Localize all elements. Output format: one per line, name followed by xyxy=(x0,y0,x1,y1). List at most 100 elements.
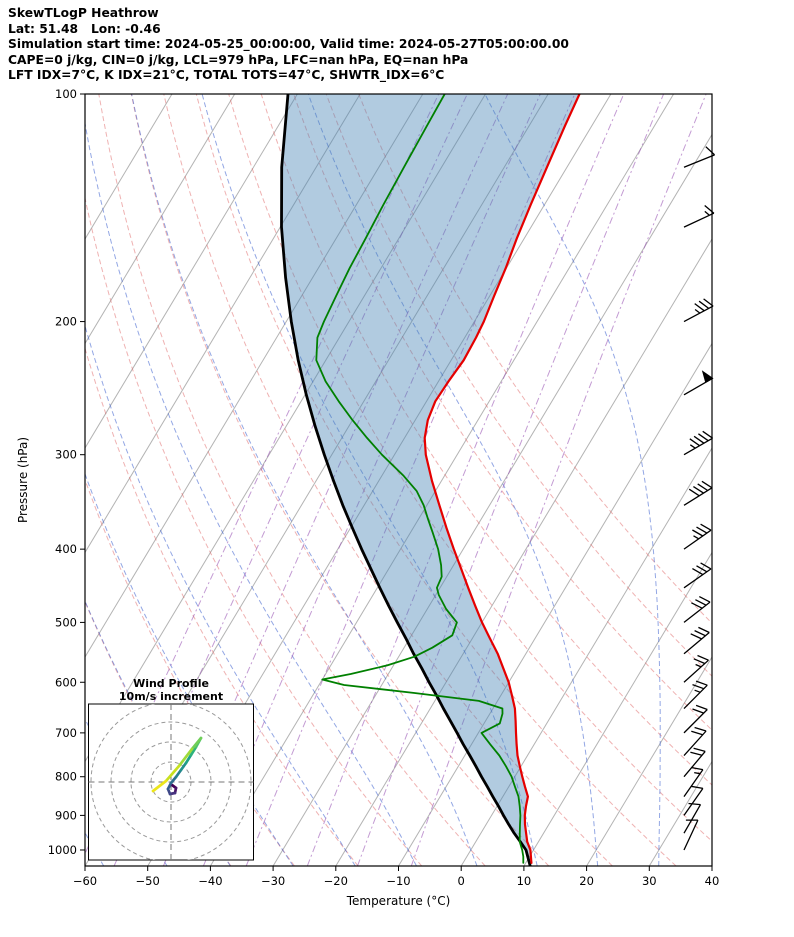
y-tick-label: 400 xyxy=(55,542,77,556)
barb-shaft xyxy=(683,523,712,550)
x-tick-label: −40 xyxy=(198,874,222,888)
hodograph-trace-segment xyxy=(190,736,203,751)
moist-adiabat-line xyxy=(131,94,478,866)
mixing-ratio-line xyxy=(306,94,625,866)
dry-adiabat-line xyxy=(293,94,712,731)
header-cape-cin: CAPE=0 j/kg, CIN=0 j/kg, LCL=979 hPa, LF… xyxy=(8,52,469,67)
barb-shaft xyxy=(683,430,713,456)
header-indices: LFT IDX=7°C, K IDX=21°C, TOTAL TOTS=47°C… xyxy=(8,68,445,83)
wind-barb xyxy=(683,726,707,756)
barb-shaft xyxy=(683,654,709,683)
y-tick-label: 100 xyxy=(55,87,77,101)
barb-shaft xyxy=(683,680,708,710)
isotherm-line xyxy=(85,94,298,449)
wind-barb xyxy=(683,704,708,734)
isotherm-line xyxy=(85,94,236,345)
wind-barb xyxy=(683,523,712,550)
isotherm-line xyxy=(586,656,712,866)
barb-shaft xyxy=(683,626,710,655)
wind-barb xyxy=(683,819,699,851)
y-tick-label: 900 xyxy=(55,808,77,822)
wind-barbs xyxy=(683,146,716,851)
y-tick-label: 700 xyxy=(55,726,77,740)
y-tick-label: 300 xyxy=(55,448,77,462)
dry-adiabat-line xyxy=(163,94,613,866)
x-tick-label: 10 xyxy=(517,874,532,888)
y-tick-label: 600 xyxy=(55,675,77,689)
moist-adiabat-line xyxy=(85,120,417,866)
barb-shaft xyxy=(683,819,699,851)
isotherm-line xyxy=(460,447,712,866)
isotherm-line xyxy=(711,865,712,866)
x-tick-label: −50 xyxy=(136,874,160,888)
barb-pennant xyxy=(701,370,714,384)
barb-shaft xyxy=(683,704,708,734)
wind-barb xyxy=(683,785,704,816)
moist-adiabat-line xyxy=(201,94,538,866)
wind-barb xyxy=(683,654,709,683)
y-tick-label: 1000 xyxy=(48,843,77,857)
isotherm-line xyxy=(85,94,424,658)
barb-shaft xyxy=(683,802,702,834)
x-tick-label: −20 xyxy=(324,874,348,888)
isotherm-line xyxy=(209,94,675,866)
wind-barb xyxy=(683,562,712,589)
wind-barb xyxy=(683,205,715,228)
wind-barb xyxy=(683,766,704,797)
mixing-ratio-line xyxy=(245,94,576,866)
hodograph-trace-segment xyxy=(189,745,198,757)
moist-adiabat-line xyxy=(85,324,356,866)
isotherm-line xyxy=(335,238,712,866)
wind-barb xyxy=(683,596,711,623)
y-tick-label: 800 xyxy=(55,770,77,784)
x-tick-label: 30 xyxy=(642,874,657,888)
moist-adiabat-line xyxy=(484,94,661,866)
barb-shaft xyxy=(683,298,714,323)
parcel-curve xyxy=(280,94,532,866)
y-tick-label: 500 xyxy=(55,615,77,629)
isotherm-line xyxy=(85,94,173,240)
wind-barb xyxy=(683,626,710,655)
moist-adiabat-line xyxy=(85,472,294,866)
wind-barb xyxy=(683,146,716,168)
header-times: Simulation start time: 2024-05-25_00:00:… xyxy=(8,37,569,52)
hodograph-trace-segment xyxy=(164,764,181,783)
barb-shaft xyxy=(683,562,712,589)
barb-shaft xyxy=(683,480,713,506)
wind-barb xyxy=(683,747,706,778)
mixing-ratio-line xyxy=(357,94,665,866)
axes: −60 −50 −40 −30 −20 −10 0 10 20 30 40 100 200 300 400 5… xyxy=(16,87,719,908)
header-title: SkewTLogP Heathrow xyxy=(8,6,159,20)
x-axis-label: Temperature (°C) xyxy=(346,894,451,908)
mixing-ratio-line xyxy=(202,94,541,866)
hodograph-subtitle: 10m/s increment xyxy=(119,690,223,703)
wind-barb xyxy=(683,480,713,506)
wind-barb xyxy=(683,298,714,323)
y-tick-label: 200 xyxy=(55,315,77,329)
moist-adiabat-line xyxy=(720,94,764,866)
x-tick-label: 40 xyxy=(705,874,720,888)
hodograph-trace-segment xyxy=(184,753,193,765)
barb-shaft xyxy=(683,146,716,168)
hodograph-title: Wind Profile xyxy=(133,677,209,690)
x-tick-label: −10 xyxy=(386,874,410,888)
moist-adiabat-line xyxy=(307,94,599,866)
x-tick-label: −30 xyxy=(261,874,285,888)
dry-adiabat-line xyxy=(85,346,359,866)
isotherm-line xyxy=(272,133,712,866)
x-tick-label: 0 xyxy=(458,874,465,888)
wind-barb xyxy=(683,430,713,456)
dry-adiabat-line xyxy=(85,195,423,866)
temperature-curve xyxy=(423,94,581,864)
barb-shaft xyxy=(683,596,711,623)
isotherm-line xyxy=(398,342,712,866)
chart-header: SkewTLogP Heathrow Lat: 51.48 Lon: -0.46… xyxy=(8,6,569,84)
barb-shaft xyxy=(683,205,715,228)
wind-barb xyxy=(683,802,702,834)
dry-adiabat-line xyxy=(195,94,677,866)
isotherm-line xyxy=(523,551,712,866)
header-latlon: Lat: 51.48 Lon: -0.46 xyxy=(8,21,161,36)
